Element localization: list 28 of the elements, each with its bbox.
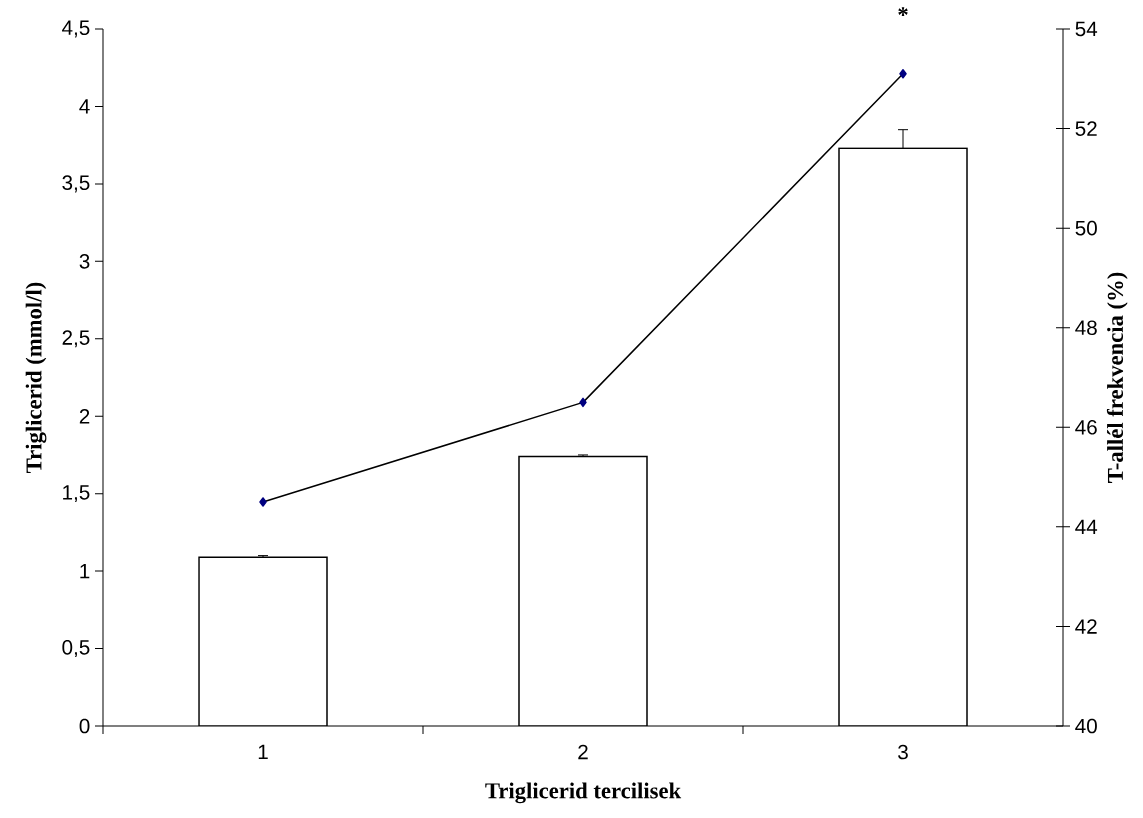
x-tick-label: 2	[578, 744, 588, 760]
y2-tick-label: 48	[1075, 320, 1097, 336]
x-tick-label: 1	[258, 744, 268, 759]
text: *	[898, 7, 908, 16]
y2-tick-label: 54	[1075, 21, 1098, 37]
y2-tick-label: 44	[1075, 519, 1098, 534]
y2-tick-label: 52	[1075, 121, 1097, 136]
y-tick-label: 0	[79, 718, 90, 734]
y-tick-label: 2,5	[62, 330, 90, 348]
point	[579, 397, 587, 408]
y-tick-label: 1	[80, 564, 90, 579]
y2-tick-label: 50	[1075, 220, 1097, 236]
point	[259, 497, 267, 507]
y-tick-label: 3,5	[62, 175, 90, 193]
y-axis-title: Triglicerid (mmol/l)	[25, 282, 47, 473]
y-tick-label: 2	[79, 409, 90, 424]
y-tick-label: 3	[79, 254, 90, 269]
y-tick-label: 4	[79, 99, 90, 114]
y-tick-label: 1,5	[63, 485, 90, 503]
x-axis-title: Triglicerid tercilisek	[485, 782, 682, 804]
y-tick-label: 0,5	[62, 640, 90, 658]
y2-axis-title: T-allél frekvencia (%)	[1106, 272, 1128, 483]
point	[899, 69, 907, 79]
y2-tick-label: 42	[1075, 619, 1097, 634]
y2-tick-label: 46	[1075, 419, 1097, 435]
y-tick-label: 4,5	[62, 20, 90, 38]
x-tick-label: 3	[898, 744, 908, 760]
y2-tick-label: 40	[1075, 718, 1097, 734]
